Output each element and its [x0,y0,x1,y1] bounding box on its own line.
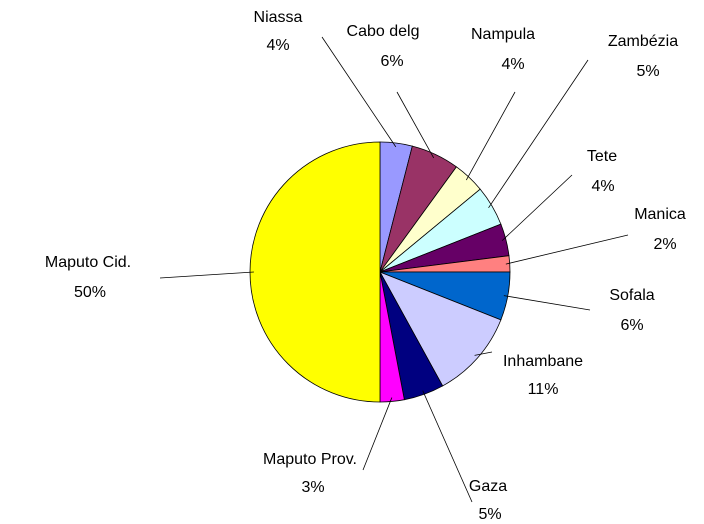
pie-slice [379,271,502,387]
slice-value-label: 2% [653,236,676,253]
leader-line [474,351,493,356]
leader-line [503,295,591,311]
leader-line [362,397,393,471]
slice-label: Manica [634,206,686,223]
leader-line [465,91,516,181]
slice-value-label: 4% [266,37,289,54]
slice-label: Gaza [469,478,507,495]
leader-line [321,36,397,148]
leader-line [488,59,589,209]
slice-value-label: 5% [478,506,501,523]
slice-value-label: 4% [501,56,524,73]
slice-value-label: 5% [636,63,659,80]
pie-slice [249,141,381,403]
leader-line [501,174,573,241]
leader-line [159,271,254,279]
slice-label: Nampula [471,26,535,43]
slice-value-label: 6% [380,53,403,70]
leader-line [396,91,435,159]
slice-label: Maputo Prov. [263,451,357,468]
slice-label: Maputo Cid. [45,254,131,271]
slice-label: Zambézia [608,33,678,50]
leader-line [422,390,473,503]
slice-label: Sofala [609,287,654,304]
slice-label: Inhambane [503,353,583,370]
slice-value-label: 3% [301,479,324,496]
slice-value-label: 11% [528,381,559,398]
slice-value-label: 4% [591,178,614,195]
slice-label: Niassa [254,9,303,26]
leader-line [505,234,629,265]
slice-label: Cabo delg [347,23,420,40]
slice-value-label: 50% [74,284,106,301]
slice-label: Tete [587,148,617,165]
slice-value-label: 6% [620,317,643,334]
